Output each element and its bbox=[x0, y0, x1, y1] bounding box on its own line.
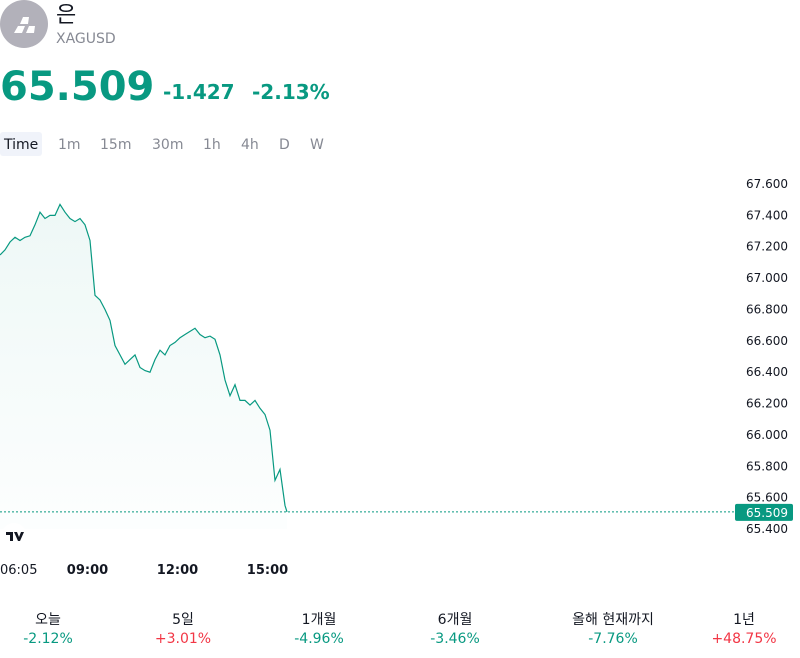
y-tick-label: 65.800 bbox=[746, 459, 788, 473]
x-tick-label: 06:05 bbox=[0, 563, 37, 578]
timeframe-button[interactable]: W bbox=[310, 137, 324, 153]
symbol-code: XAGUSD bbox=[56, 31, 116, 47]
period-label: 1개월 bbox=[302, 612, 337, 628]
y-tick-label: 66.400 bbox=[746, 365, 788, 379]
price: 65.509 bbox=[0, 64, 154, 110]
period-change: +48.75% bbox=[711, 631, 776, 647]
x-tick-label: 15:00 bbox=[247, 563, 288, 578]
change: -1.427 bbox=[163, 80, 235, 104]
timeframe-button[interactable]: Time bbox=[3, 137, 38, 153]
last-price-label: 65.509 bbox=[746, 506, 788, 520]
chart: 65.400 65.600 65.800 66.000 66.200 66.400 66.6… bbox=[0, 177, 793, 578]
tv-logo bbox=[1, 523, 27, 549]
y-tick-label: 67.400 bbox=[746, 208, 788, 222]
period-change: -7.76% bbox=[588, 631, 638, 647]
period-label: 5일 bbox=[172, 612, 194, 628]
y-tick-label: 66.800 bbox=[746, 302, 788, 316]
timeframe-button[interactable]: D bbox=[279, 137, 290, 153]
symbol-name: 은 bbox=[56, 3, 76, 28]
timeframe-button[interactable]: 1m bbox=[58, 137, 81, 153]
active-timeframe-bg bbox=[0, 132, 42, 156]
timeframe-button[interactable]: 1h bbox=[203, 137, 221, 153]
y-tick-label: 65.600 bbox=[746, 491, 788, 505]
y-tick-label: 66.200 bbox=[746, 397, 788, 411]
period-label: 1년 bbox=[733, 612, 755, 628]
change-percent: -2.13% bbox=[252, 80, 330, 104]
period-change: -4.96% bbox=[294, 631, 344, 647]
x-tick-label: 09:00 bbox=[67, 563, 108, 578]
period-change: +3.01% bbox=[155, 631, 211, 647]
last-price-badge bbox=[735, 503, 793, 521]
area-fill bbox=[0, 204, 287, 529]
timeframes: Time 1m 15m 30m 1h 4h D W bbox=[3, 137, 324, 153]
y-tick-label: 67.000 bbox=[746, 271, 788, 285]
y-tick-label: 65.400 bbox=[746, 522, 788, 536]
period-label: 오늘 bbox=[35, 612, 61, 628]
performance: 오늘 -2.12% 5일 +3.01% 1개월 -4.96% 6개월 -3.46% 올해 현재까… bbox=[23, 612, 776, 647]
timeframe-button[interactable]: 4h bbox=[241, 137, 259, 153]
y-tick-label: 66.000 bbox=[746, 428, 788, 442]
y-tick-label: 67.600 bbox=[746, 177, 788, 191]
y-tick-label: 66.600 bbox=[746, 334, 788, 348]
y-tick-label: 67.200 bbox=[746, 240, 788, 254]
timeframe-button[interactable]: 30m bbox=[152, 137, 183, 153]
timeframe-button[interactable]: 15m bbox=[100, 137, 131, 153]
period-label: 6개월 bbox=[438, 612, 473, 628]
period-label: 올해 현재까지 bbox=[572, 612, 654, 628]
period-change: -2.12% bbox=[23, 631, 73, 647]
period-change: -3.46% bbox=[430, 631, 480, 647]
symbol-icon bbox=[0, 0, 48, 48]
x-tick-label: 12:00 bbox=[157, 563, 198, 578]
price-line bbox=[0, 203, 288, 513]
